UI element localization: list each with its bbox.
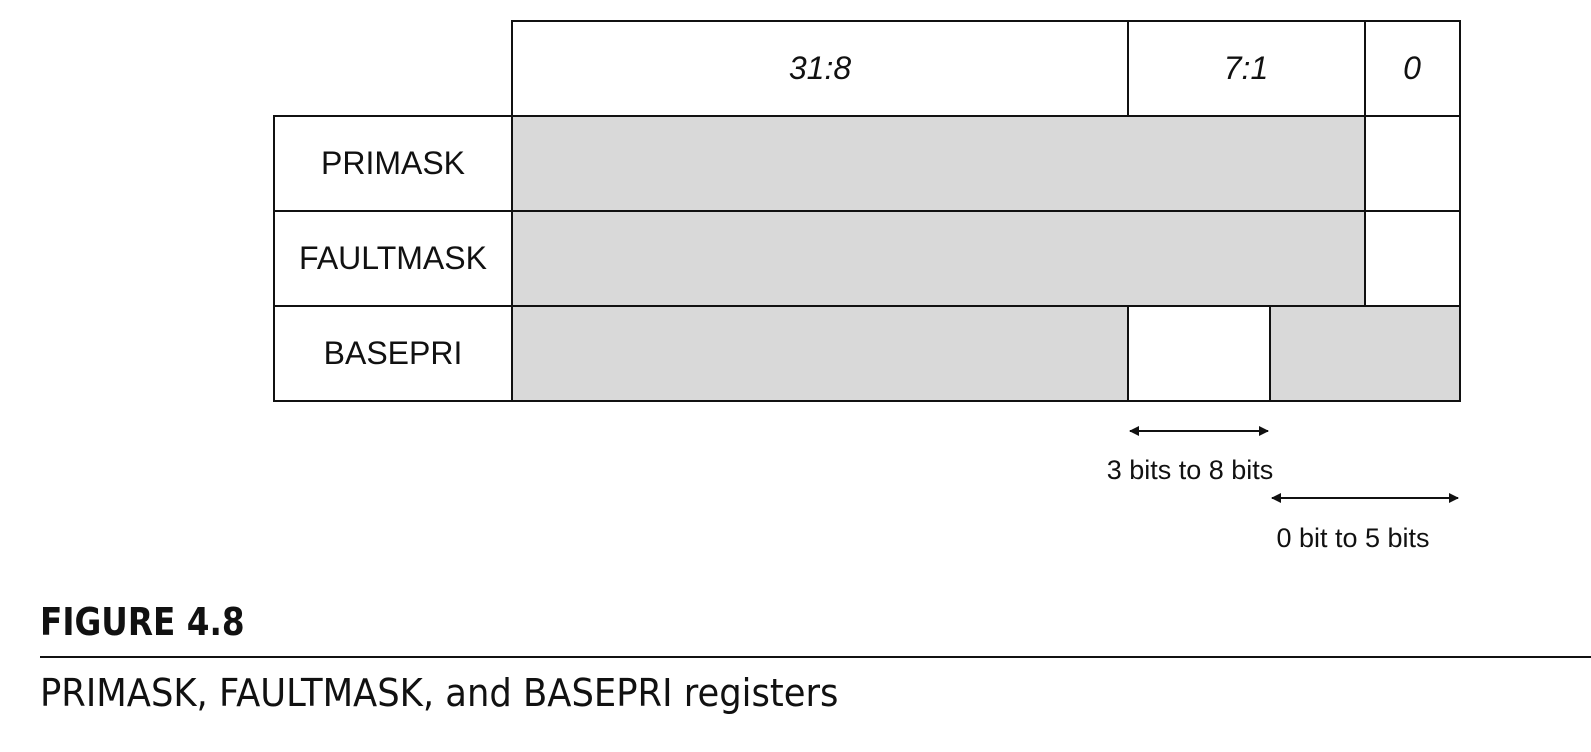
bit-header-0-cell [1364, 20, 1461, 117]
faultmask-bit-0 [1364, 210, 1461, 307]
primask-label-cell [273, 115, 513, 212]
register-bit-diagram: 31:8 7:1 0 PRIMASK FAULTMASK BASEPRI 3 b… [273, 20, 1461, 553]
faultmask-label: FAULTMASK [299, 240, 487, 276]
figure-divider [40, 656, 1591, 658]
primask-reserved-bits [511, 115, 1366, 212]
bit-header-31-8: 31:8 [789, 50, 851, 86]
basepri-label: BASEPRI [324, 335, 463, 371]
implemented-width-label: 3 bits to 8 bits [1107, 455, 1274, 485]
bit-header-31-8-cell [511, 20, 1129, 117]
basepri-reserved-bits [511, 305, 1129, 402]
primask-row: PRIMASK [273, 115, 1461, 212]
primask-bit-0 [1364, 115, 1461, 212]
faultmask-reserved-bits [511, 210, 1366, 307]
basepri-label-cell [273, 305, 513, 402]
bit-header-7-1-cell [1127, 20, 1366, 117]
basepri-implemented-annotation: 3 bits to 8 bits [1107, 426, 1274, 485]
basepri-unimplemented-annotation: 0 bit to 5 bits [1271, 493, 1459, 553]
bit-header-0: 0 [1403, 50, 1421, 86]
bit-header-row: 31:8 7:1 0 [511, 20, 1461, 117]
basepri-unimplemented-bits [1269, 305, 1461, 402]
faultmask-row: FAULTMASK [273, 210, 1461, 307]
primask-label: PRIMASK [321, 145, 465, 181]
figure-caption: PRIMASK, FAULTMASK, and BASEPRI register… [40, 671, 839, 715]
unimplemented-width-label: 0 bit to 5 bits [1276, 523, 1429, 553]
bit-header-7-1: 7:1 [1224, 50, 1268, 86]
figure-number: FIGURE 4.8 [40, 600, 245, 644]
basepri-implemented-bits [1127, 305, 1271, 402]
basepri-row: BASEPRI [273, 305, 1461, 402]
